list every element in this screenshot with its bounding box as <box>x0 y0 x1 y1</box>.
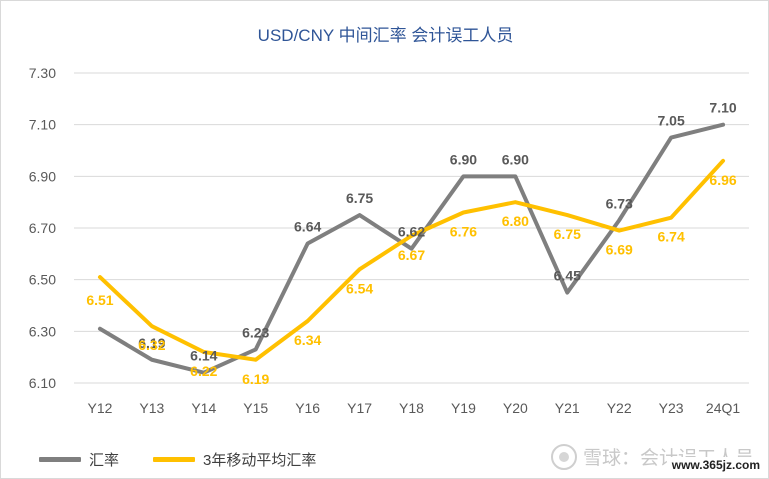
data-label-series-1: 6.90 <box>450 151 477 167</box>
chart-title: USD/CNY 中间汇率 会计误工人员 <box>257 26 514 45</box>
legend-item-series-2: 3年移动平均汇率 <box>153 449 316 470</box>
data-label-series-2: 6.19 <box>242 371 269 387</box>
legend-item-series-1: 汇率 <box>39 449 119 470</box>
data-label-series-2: 6.22 <box>190 363 217 379</box>
x-tick-label: Y21 <box>555 400 580 416</box>
series-line-2 <box>97 158 726 362</box>
x-tick-label: Y12 <box>88 400 113 416</box>
data-label-series-2: 6.32 <box>138 337 165 353</box>
legend-label-series-2: 3年移动平均汇率 <box>203 452 317 469</box>
data-label-series-1: 6.73 <box>606 195 633 211</box>
y-tick-label: 6.10 <box>29 375 56 391</box>
y-tick-label: 7.30 <box>29 65 56 81</box>
x-tick-label: Y14 <box>191 400 216 416</box>
chart-legend: 汇率 3年移动平均汇率 <box>39 449 350 470</box>
legend-swatch-series-1 <box>39 457 81 462</box>
y-tick-label: 6.30 <box>29 323 56 339</box>
data-label-series-1: 7.05 <box>657 113 684 129</box>
legend-label-series-1: 汇率 <box>89 452 120 469</box>
x-tick-label: Y13 <box>139 400 164 416</box>
y-tick-label: 6.90 <box>29 168 56 184</box>
x-tick-label: Y22 <box>607 400 632 416</box>
data-label-series-2: 6.54 <box>346 280 373 296</box>
data-label-series-1: 6.90 <box>502 151 529 167</box>
data-label-series-1: 7.10 <box>709 100 736 116</box>
data-label-series-1: 6.75 <box>346 190 373 206</box>
y-tick-label: 7.10 <box>29 117 56 133</box>
data-label-series-2: 6.80 <box>502 213 529 229</box>
data-label-series-2: 6.51 <box>86 292 113 308</box>
series-line-1 <box>97 122 726 375</box>
data-label-series-2: 6.96 <box>709 172 736 188</box>
watermark-url: www.365jz.com <box>667 457 764 473</box>
data-label-series-1: 6.19 <box>138 335 165 351</box>
x-tick-label: Y20 <box>503 400 528 416</box>
legend-swatch-series-2 <box>153 457 196 462</box>
x-tick-label: Y15 <box>243 400 268 416</box>
data-label-series-1: 6.62 <box>398 224 425 240</box>
snowball-logo-icon <box>550 443 577 470</box>
data-label-series-2: 6.67 <box>398 247 425 263</box>
x-tick-label: Y19 <box>451 400 476 416</box>
x-tick-label: Y17 <box>347 400 372 416</box>
data-label-series-2: 6.75 <box>554 226 581 242</box>
x-tick-label: 24Q1 <box>706 400 740 416</box>
data-label-series-2: 6.69 <box>606 242 633 258</box>
y-tick-label: 6.70 <box>29 220 56 236</box>
data-label-series-2: 6.76 <box>450 224 477 240</box>
y-tick-label: 6.50 <box>29 272 56 288</box>
x-tick-label: Y16 <box>295 400 320 416</box>
line-chart: 6.10 6.30 6.50 6.70 6.90 7.10 7.30 Y12 Y13 Y14 Y15… <box>29 65 749 416</box>
data-label-series-1: 6.14 <box>190 348 217 364</box>
data-label-series-2: 6.74 <box>657 229 684 245</box>
x-tick-label: Y23 <box>659 400 684 416</box>
data-label-series-1: 6.64 <box>294 219 321 235</box>
x-tick-label: Y18 <box>399 400 424 416</box>
data-label-series-1: 6.23 <box>242 324 269 340</box>
data-label-series-2: 6.34 <box>294 332 321 348</box>
data-label-series-1: 6.45 <box>554 268 581 284</box>
